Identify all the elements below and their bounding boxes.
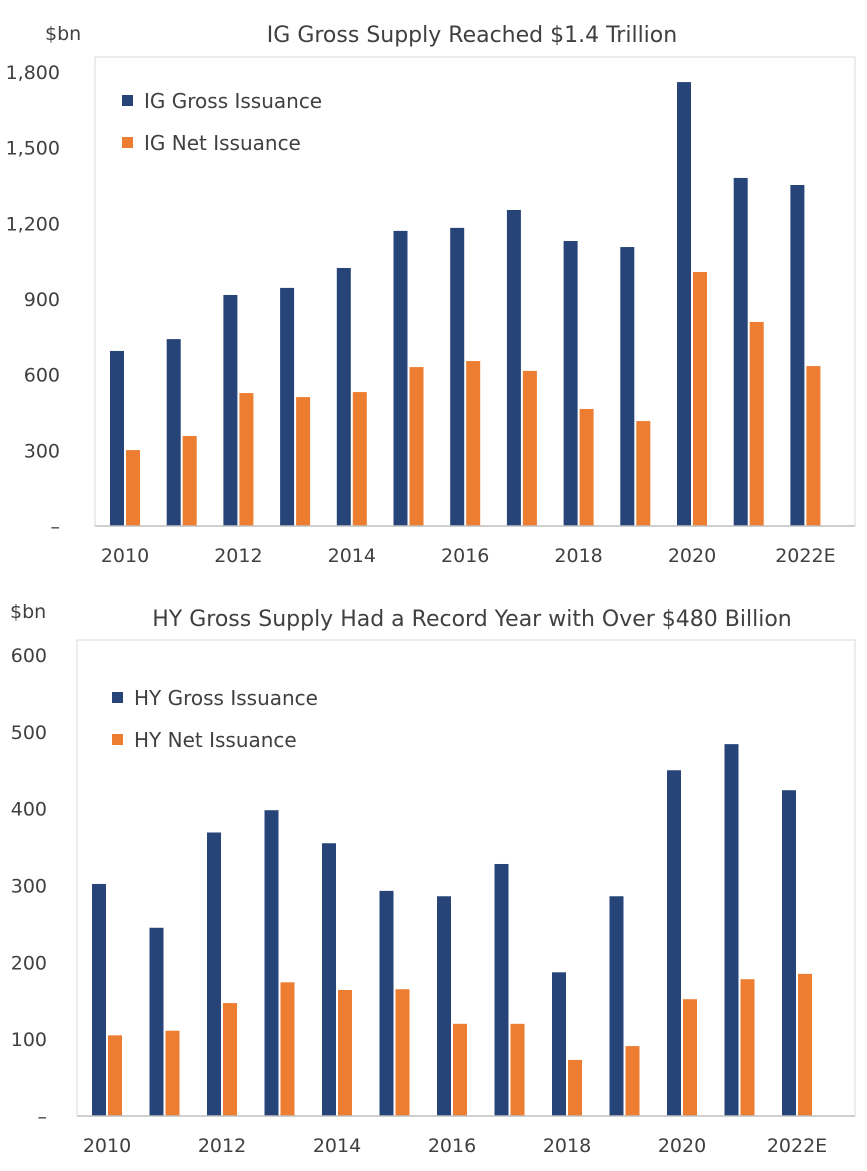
bar-gross-2011 — [149, 927, 164, 1116]
bar-net-2021 — [749, 321, 764, 526]
legend-label: HY Net Issuance — [134, 728, 297, 752]
bar-gross-2019 — [620, 247, 635, 526]
bar-gross-2020 — [667, 770, 681, 1116]
x-tick-label: 2018 — [554, 545, 602, 567]
bar-gross-2010 — [92, 883, 106, 1116]
bar-net-2022E — [798, 973, 812, 1116]
bar-net-2022E — [806, 366, 821, 526]
x-tick-label: 2018 — [543, 1135, 591, 1157]
bar-net-2015 — [395, 989, 410, 1116]
bar-gross-2016 — [437, 896, 451, 1116]
y-tick-label: 600 — [11, 645, 47, 667]
bar-gross-2011 — [166, 339, 181, 526]
bar-net-2014 — [352, 392, 367, 526]
x-tick-label: 2010 — [101, 545, 149, 567]
y-tick-label: 1,500 — [6, 138, 60, 160]
x-tick-label: 2010 — [83, 1135, 131, 1157]
y-tick-label: 600 — [24, 365, 60, 387]
legend-swatch — [112, 692, 123, 703]
bar-gross-2012 — [223, 294, 238, 526]
bar-net-2020 — [693, 272, 707, 526]
legend-label: IG Gross Issuance — [144, 89, 322, 113]
bar-net-2013 — [280, 982, 295, 1116]
bar-gross-2012 — [207, 832, 221, 1116]
y-axis-unit-label: $bn — [10, 601, 46, 623]
x-tick-label: 2012 — [198, 1135, 246, 1157]
bar-net-2016 — [466, 361, 481, 526]
x-tick-label: 2014 — [313, 1135, 361, 1157]
y-tick-label: 300 — [11, 876, 47, 898]
bar-gross-2022E — [790, 184, 805, 527]
bar-net-2019 — [625, 1046, 640, 1116]
x-tick-label: 2020 — [668, 545, 716, 567]
bar-gross-2018 — [552, 972, 566, 1116]
bar-gross-2013 — [264, 810, 279, 1116]
bar-net-2017 — [522, 370, 537, 526]
x-tick-label: 2016 — [441, 545, 489, 567]
legend-label: IG Net Issuance — [144, 131, 301, 155]
x-tick-label: 2022E — [767, 1135, 827, 1157]
bar-net-2017 — [510, 1023, 525, 1116]
bar-net-2014 — [338, 989, 352, 1116]
y-tick-label: 900 — [24, 289, 60, 311]
bar-gross-2018 — [563, 240, 578, 526]
bar-gross-2017 — [494, 863, 509, 1116]
bar-gross-2014 — [336, 267, 351, 526]
bar-gross-2014 — [322, 843, 336, 1116]
y-tick-label: 400 — [11, 799, 47, 821]
bar-gross-2022E — [782, 790, 796, 1116]
bar-net-2021 — [740, 979, 755, 1116]
x-tick-label: 2022E — [775, 545, 835, 567]
y-tick-label: 1,800 — [6, 62, 60, 84]
y-tick-label: 300 — [24, 440, 60, 462]
y-tick-label: 500 — [11, 722, 47, 744]
bar-net-2019 — [636, 421, 651, 526]
y-tick-label: 100 — [11, 1029, 47, 1051]
y-tick-label: 200 — [11, 952, 47, 974]
x-tick-label: 2014 — [328, 545, 376, 567]
bar-net-2020 — [683, 999, 697, 1116]
bar-net-2016 — [453, 1023, 467, 1116]
bar-gross-2016 — [450, 227, 465, 526]
bar-gross-2019 — [609, 896, 624, 1116]
y-tick-label: 1,200 — [6, 213, 60, 235]
bar-gross-2015 — [379, 890, 394, 1116]
chart-title: IG Gross Supply Reached $1.4 Trillion — [267, 23, 677, 48]
x-tick-label: 2016 — [428, 1135, 476, 1157]
bar-net-2010 — [126, 450, 140, 526]
bar-net-2018 — [568, 1059, 582, 1116]
bar-gross-2010 — [110, 350, 124, 526]
y-tick-label: – — [51, 516, 61, 538]
bar-gross-2021 — [724, 744, 739, 1116]
y-axis-unit-label: $bn — [45, 23, 81, 45]
bar-gross-2013 — [280, 287, 295, 526]
legend-swatch — [122, 137, 133, 148]
bar-net-2010 — [108, 1035, 122, 1116]
bar-net-2011 — [182, 435, 197, 526]
bar-net-2018 — [579, 408, 594, 526]
legend-swatch — [122, 95, 133, 106]
bar-gross-2020 — [677, 82, 691, 526]
y-tick-label: – — [38, 1106, 48, 1128]
bar-net-2012 — [223, 1003, 237, 1116]
bar-net-2013 — [296, 397, 311, 526]
bar-gross-2015 — [393, 230, 408, 526]
bar-net-2012 — [239, 393, 254, 526]
chart-title: HY Gross Supply Had a Record Year with O… — [152, 607, 791, 632]
bar-gross-2017 — [506, 209, 521, 526]
bar-gross-2021 — [733, 177, 748, 526]
x-tick-label: 2012 — [214, 545, 262, 567]
legend-swatch — [112, 734, 123, 745]
legend-label: HY Gross Issuance — [134, 686, 318, 710]
bar-net-2015 — [409, 367, 424, 526]
bar-net-2011 — [165, 1030, 180, 1116]
x-tick-label: 2020 — [658, 1135, 706, 1157]
